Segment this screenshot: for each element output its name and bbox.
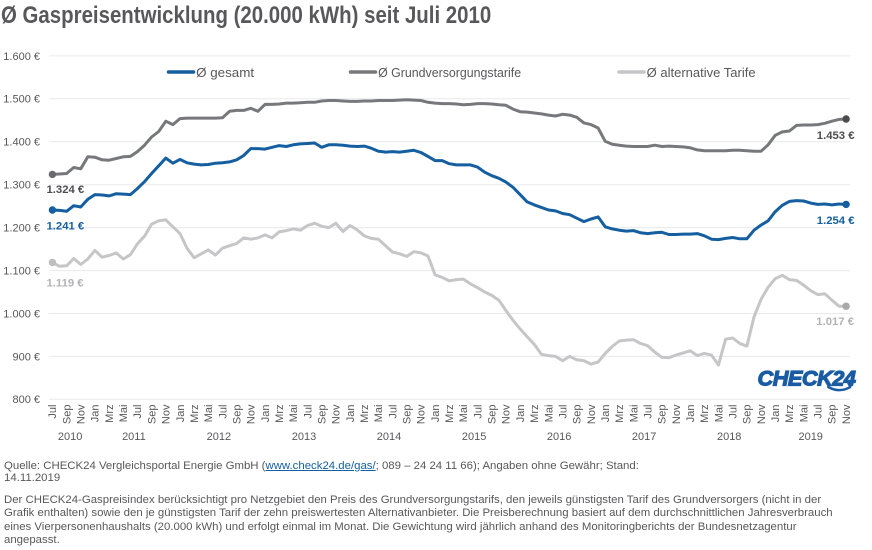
svg-text:1.017 €: 1.017 € <box>816 316 854 328</box>
svg-text:Mrz: Mrz <box>104 405 116 423</box>
svg-text:2014: 2014 <box>377 431 401 443</box>
svg-text:Nov: Nov <box>246 404 258 424</box>
svg-text:Jan: Jan <box>345 405 357 423</box>
svg-text:Nov: Nov <box>671 404 683 424</box>
svg-text:Nov: Nov <box>76 404 88 424</box>
svg-text:Jul: Jul <box>47 405 59 419</box>
svg-text:Mrz: Mrz <box>444 405 456 423</box>
svg-text:Sep: Sep <box>61 405 73 425</box>
svg-text:Sep: Sep <box>402 405 414 425</box>
svg-text:Sep: Sep <box>657 405 669 425</box>
svg-text:Mai: Mai <box>798 405 810 423</box>
svg-text:Nov: Nov <box>841 404 853 424</box>
svg-text:Jan: Jan <box>515 405 527 423</box>
svg-text:Jul: Jul <box>217 405 229 419</box>
svg-text:Nov: Nov <box>756 404 768 424</box>
svg-text:1.100 €: 1.100 € <box>3 265 40 277</box>
svg-text:2010: 2010 <box>58 431 82 443</box>
svg-text:Mrz: Mrz <box>699 405 711 423</box>
svg-text:Nov: Nov <box>586 404 598 424</box>
svg-text:Nov: Nov <box>161 404 173 424</box>
svg-text:Sep: Sep <box>572 405 584 425</box>
svg-text:Jul: Jul <box>132 405 144 419</box>
svg-text:Nov: Nov <box>331 404 343 424</box>
svg-text:Mai: Mai <box>118 405 130 423</box>
svg-text:Jul: Jul <box>728 405 740 419</box>
svg-text:Jan: Jan <box>90 405 102 423</box>
svg-text:1.000 €: 1.000 € <box>3 308 40 320</box>
svg-text:1.119 €: 1.119 € <box>47 278 85 290</box>
svg-text:Mai: Mai <box>203 405 215 423</box>
svg-text:Jan: Jan <box>600 405 612 423</box>
svg-text:Mai: Mai <box>373 405 385 423</box>
svg-text:Mrz: Mrz <box>784 405 796 423</box>
svg-text:Jan: Jan <box>685 405 697 423</box>
svg-text:800 €: 800 € <box>12 394 40 406</box>
svg-text:Jan: Jan <box>430 405 442 423</box>
svg-text:Mai: Mai <box>628 405 640 423</box>
svg-text:1.500 €: 1.500 € <box>3 94 40 106</box>
svg-text:Jul: Jul <box>472 405 484 419</box>
svg-text:Jul: Jul <box>643 405 655 419</box>
svg-text:1.254 €: 1.254 € <box>817 215 855 227</box>
svg-text:Jan: Jan <box>770 405 782 423</box>
svg-text:2015: 2015 <box>462 431 486 443</box>
svg-text:Jul: Jul <box>813 405 825 419</box>
svg-text:Nov: Nov <box>501 404 513 424</box>
svg-text:Ø Grundversorgungstarife: Ø Grundversorgungstarife <box>378 65 521 80</box>
svg-text:1.324 €: 1.324 € <box>47 184 85 196</box>
svg-text:Ø gesamt: Ø gesamt <box>196 65 254 80</box>
svg-text:1.600 €: 1.600 € <box>3 51 40 63</box>
svg-text:Mrz: Mrz <box>189 405 201 423</box>
svg-text:Sep: Sep <box>827 405 839 425</box>
svg-text:Mrz: Mrz <box>359 405 371 423</box>
svg-text:Sep: Sep <box>232 405 244 425</box>
svg-text:Sep: Sep <box>487 404 499 424</box>
svg-text:2013: 2013 <box>292 431 316 443</box>
svg-text:2017: 2017 <box>632 431 656 443</box>
svg-text:CHECK24: CHECK24 <box>758 367 857 391</box>
svg-text:Sep: Sep <box>146 405 158 425</box>
svg-text:Mai: Mai <box>543 405 555 423</box>
svg-text:Mrz: Mrz <box>614 405 626 423</box>
svg-text:Jul: Jul <box>557 405 569 419</box>
svg-text:1.453 €: 1.453 € <box>817 130 855 142</box>
svg-text:2011: 2011 <box>122 431 146 443</box>
svg-text:900 €: 900 € <box>12 351 40 363</box>
svg-text:1.241 €: 1.241 € <box>47 221 85 233</box>
svg-text:Mai: Mai <box>288 405 300 423</box>
svg-text:Ø alternative Tarife: Ø alternative Tarife <box>647 65 756 80</box>
svg-text:Mrz: Mrz <box>529 405 541 423</box>
svg-text:2016: 2016 <box>547 431 571 443</box>
svg-text:Sep: Sep <box>317 405 329 425</box>
svg-text:Nov: Nov <box>416 404 428 424</box>
svg-text:2018: 2018 <box>717 431 741 443</box>
svg-text:2012: 2012 <box>207 431 231 443</box>
svg-text:Sep: Sep <box>742 405 754 425</box>
svg-text:Mai: Mai <box>458 405 470 423</box>
svg-text:1.200 €: 1.200 € <box>3 223 40 235</box>
svg-text:Mrz: Mrz <box>274 405 286 423</box>
svg-text:1.300 €: 1.300 € <box>3 180 40 192</box>
svg-text:Jan: Jan <box>260 405 272 423</box>
svg-text:2019: 2019 <box>798 431 822 443</box>
svg-text:Jul: Jul <box>387 405 399 419</box>
svg-text:1.400 €: 1.400 € <box>3 137 40 149</box>
svg-text:Jul: Jul <box>302 405 314 419</box>
svg-text:Jan: Jan <box>175 405 187 423</box>
svg-text:Mai: Mai <box>713 405 725 423</box>
